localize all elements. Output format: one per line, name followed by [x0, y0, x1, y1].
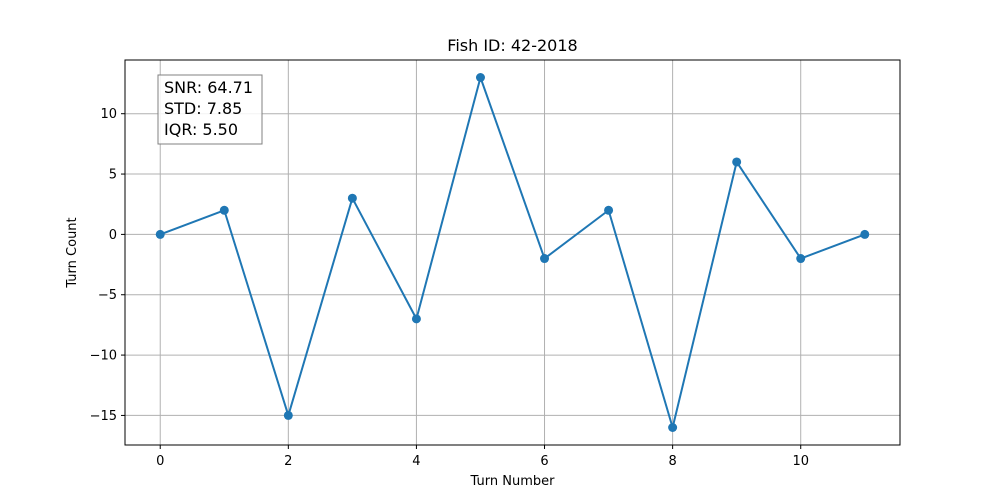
chart-title: Fish ID: 42-2018	[447, 36, 577, 55]
y-axis-label: Turn Count	[65, 217, 80, 288]
y-tick-label: −15	[90, 409, 117, 424]
data-point	[283, 410, 293, 420]
x-tick-label: 8	[668, 454, 676, 469]
plot-frame	[124, 59, 901, 446]
data-point	[668, 423, 678, 432]
y-tick-label: 0	[109, 228, 117, 243]
data-point	[411, 314, 421, 324]
stats-box-frame	[157, 74, 263, 145]
data-point	[347, 193, 357, 203]
x-tick-label: 4	[412, 454, 420, 469]
ticks-layer: 0 2 4 6 8 10 −15 −10 −5 0 5 10	[90, 107, 809, 469]
data-point	[796, 254, 806, 264]
data-point	[540, 254, 550, 264]
y-tick-label: 5	[109, 168, 117, 183]
y-tick-label: −5	[98, 288, 117, 303]
x-tick-label: 10	[792, 454, 809, 469]
stats-box: SNR: 64.71 STD: 7.85 IQR: 5.50	[157, 74, 263, 145]
x-tick-label: 2	[284, 454, 292, 469]
y-tick-label: −10	[90, 349, 117, 364]
data-point	[732, 157, 742, 167]
data-point	[219, 205, 229, 215]
stats-std: STD: 7.85	[164, 99, 242, 118]
stats-snr: SNR: 64.71	[164, 78, 253, 97]
data-point	[155, 229, 165, 239]
series-layer	[155, 73, 870, 432]
data-point	[475, 73, 485, 82]
y-tick-label: 10	[100, 107, 117, 122]
data-point	[860, 229, 870, 239]
x-tick-label: 0	[156, 454, 164, 469]
series-line	[159, 76, 866, 429]
x-tick-label: 6	[540, 454, 548, 469]
data-point	[604, 205, 614, 215]
stats-iqr: IQR: 5.50	[164, 120, 238, 139]
x-axis-label: Turn Number	[470, 474, 556, 489]
